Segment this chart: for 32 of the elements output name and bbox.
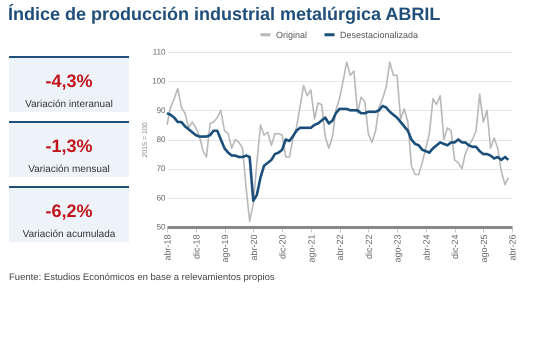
x-tick-label: abr-20 [248,234,259,261]
y-tick-label: 100 [152,76,166,86]
x-tick-label: ago-19 [220,234,230,263]
text: -4,3% [45,71,93,91]
text: Variación mensual [28,164,110,175]
y-tick-label: 90 [156,106,166,115]
legend-label: Original [276,30,308,40]
chart-title: Índice de producción industrial metalúrgica ABRIL [8,4,440,24]
text: Variación interanual [25,99,113,110]
x-tick-label: ago-21 [306,234,316,263]
x-tick-label: abr-26 [508,234,518,261]
line-series [166,61,510,222]
x-tick-label: abr-18 [162,234,172,261]
x-tick-label: ago-25 [478,234,489,263]
y-tick-label: 60 [156,193,166,202]
y-tick-label: 110 [152,48,166,56]
text: -6,2% [45,201,93,221]
text: -1,3% [45,136,93,156]
x-tick-label: dic-24 [450,234,460,260]
x-tick-label: dic-18 [191,234,202,260]
x-tick-label: abr-22 [335,234,345,261]
y-tick-label: 50 [156,222,166,232]
y-tick-label: 80 [156,135,166,144]
x-tick-label: abr-24 [421,234,432,261]
legend-label: Desestacionalizada [340,30,418,40]
line-series [166,104,510,202]
x-tick-label: dic-22 [364,234,374,260]
source-note: Fuente: Estudios Económicos en base a relevamientos propios [9,272,275,283]
x-tick-label: dic-20 [278,234,288,260]
y-tick-label: 70 [156,164,166,174]
x-tick-label: ago-23 [392,234,402,263]
text: Variación acumulada [22,229,116,240]
